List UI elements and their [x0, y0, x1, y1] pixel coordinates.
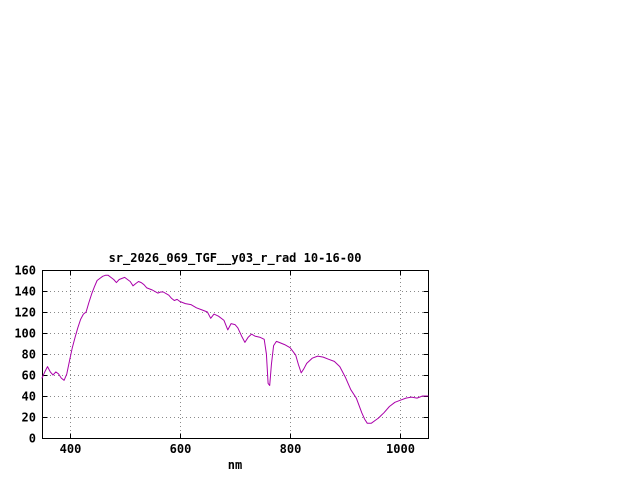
x-axis-label: nm — [227, 458, 243, 472]
chart-title: sr_2026_069_TGF__y03_r_rad 10-16-00 — [108, 251, 362, 265]
y-tick-label: 0 — [29, 432, 36, 446]
y-tick-label: 40 — [22, 390, 36, 404]
y-tick-label: 120 — [14, 306, 36, 320]
spectral-data-line — [41, 274, 429, 424]
x-tick-label: 400 — [60, 442, 82, 456]
y-tick-label: 160 — [14, 264, 36, 278]
x-tick-label: 1000 — [386, 442, 415, 456]
y-tick-label: 80 — [22, 348, 36, 362]
y-tick-label: 60 — [22, 369, 36, 383]
y-tick-label: 140 — [14, 285, 36, 299]
y-tick-label: 100 — [14, 327, 36, 341]
y-tick-label: 20 — [22, 411, 36, 425]
x-tick-label: 600 — [170, 442, 192, 456]
x-tick-label: 800 — [280, 442, 302, 456]
